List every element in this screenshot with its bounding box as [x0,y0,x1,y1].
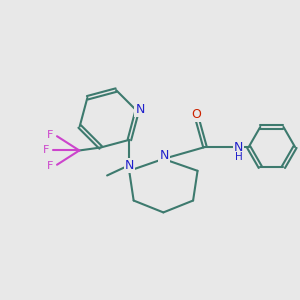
Text: N: N [135,103,145,116]
Text: H: H [235,152,242,162]
Text: F: F [47,160,54,171]
Text: N: N [159,149,169,162]
Text: N: N [125,159,134,172]
Text: F: F [43,146,49,155]
Text: N: N [234,140,243,154]
Text: O: O [191,108,201,121]
Text: F: F [47,130,54,140]
